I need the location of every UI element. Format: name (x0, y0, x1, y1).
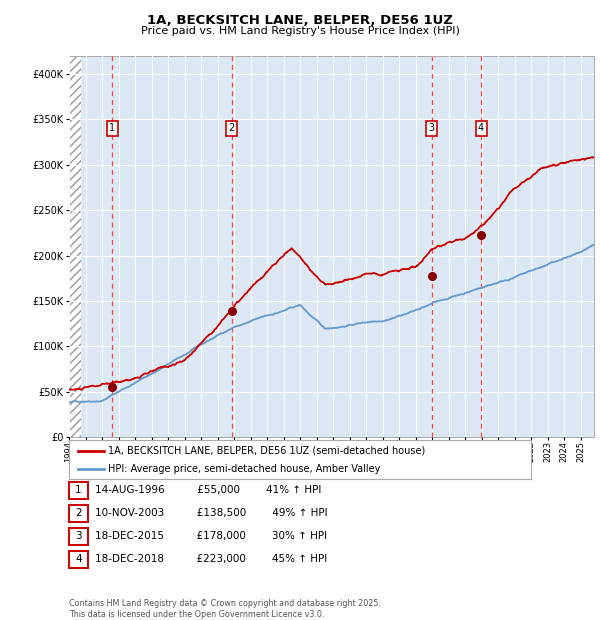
Text: 1: 1 (109, 123, 115, 133)
Text: 4: 4 (75, 554, 82, 564)
Text: Contains HM Land Registry data © Crown copyright and database right 2025.
This d: Contains HM Land Registry data © Crown c… (69, 600, 381, 619)
Text: 1A, BECKSITCH LANE, BELPER, DE56 1UZ (semi-detached house): 1A, BECKSITCH LANE, BELPER, DE56 1UZ (se… (108, 446, 425, 456)
Text: 18-DEC-2018          £223,000        45% ↑ HPI: 18-DEC-2018 £223,000 45% ↑ HPI (95, 554, 327, 564)
Bar (69, 56, 82, 437)
Text: 14-AUG-1996          £55,000        41% ↑ HPI: 14-AUG-1996 £55,000 41% ↑ HPI (95, 485, 321, 495)
Text: 3: 3 (428, 123, 434, 133)
Text: 18-DEC-2015          £178,000        30% ↑ HPI: 18-DEC-2015 £178,000 30% ↑ HPI (95, 531, 327, 541)
Text: 2: 2 (229, 123, 235, 133)
Text: 1: 1 (75, 485, 82, 495)
Text: Price paid vs. HM Land Registry's House Price Index (HPI): Price paid vs. HM Land Registry's House … (140, 26, 460, 36)
Text: 3: 3 (75, 531, 82, 541)
Text: 10-NOV-2003          £138,500        49% ↑ HPI: 10-NOV-2003 £138,500 49% ↑ HPI (95, 508, 328, 518)
Text: HPI: Average price, semi-detached house, Amber Valley: HPI: Average price, semi-detached house,… (108, 464, 380, 474)
Text: 2: 2 (75, 508, 82, 518)
Text: 1A, BECKSITCH LANE, BELPER, DE56 1UZ: 1A, BECKSITCH LANE, BELPER, DE56 1UZ (147, 14, 453, 27)
Text: 4: 4 (478, 123, 484, 133)
